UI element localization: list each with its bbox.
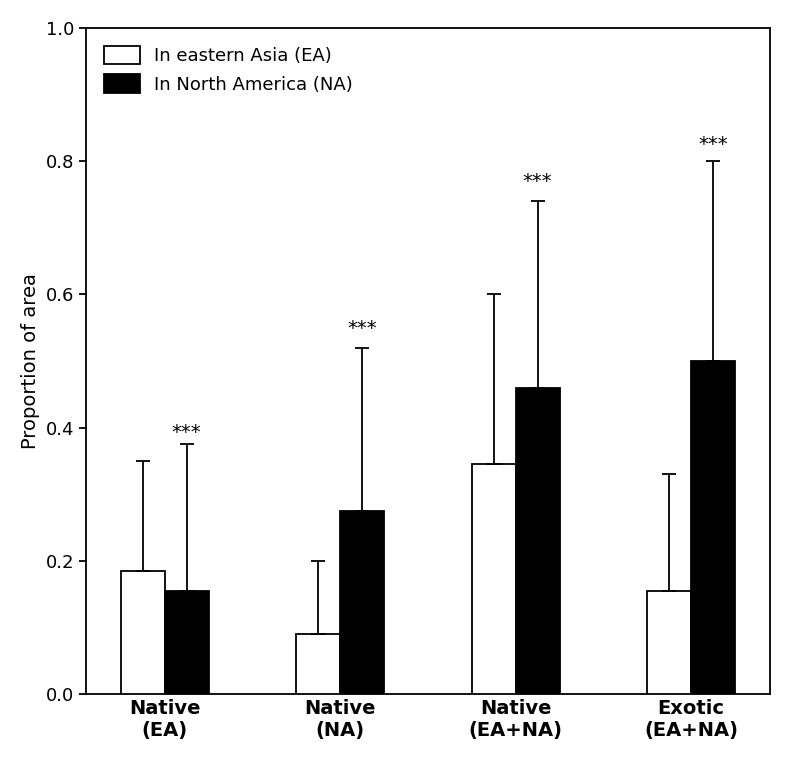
- Legend: In eastern Asia (EA), In North America (NA): In eastern Asia (EA), In North America (…: [95, 37, 362, 103]
- Bar: [340, 511, 384, 694]
- Bar: [165, 591, 209, 694]
- Text: ***: ***: [347, 319, 377, 338]
- Bar: [121, 571, 165, 694]
- Bar: [647, 591, 691, 694]
- Y-axis label: Proportion of area: Proportion of area: [21, 273, 40, 449]
- Bar: [297, 635, 340, 694]
- Text: ***: ***: [523, 172, 552, 191]
- Bar: [471, 464, 516, 694]
- Bar: [691, 361, 735, 694]
- Bar: [516, 387, 559, 694]
- Text: ***: ***: [698, 135, 728, 154]
- Text: ***: ***: [172, 423, 202, 442]
